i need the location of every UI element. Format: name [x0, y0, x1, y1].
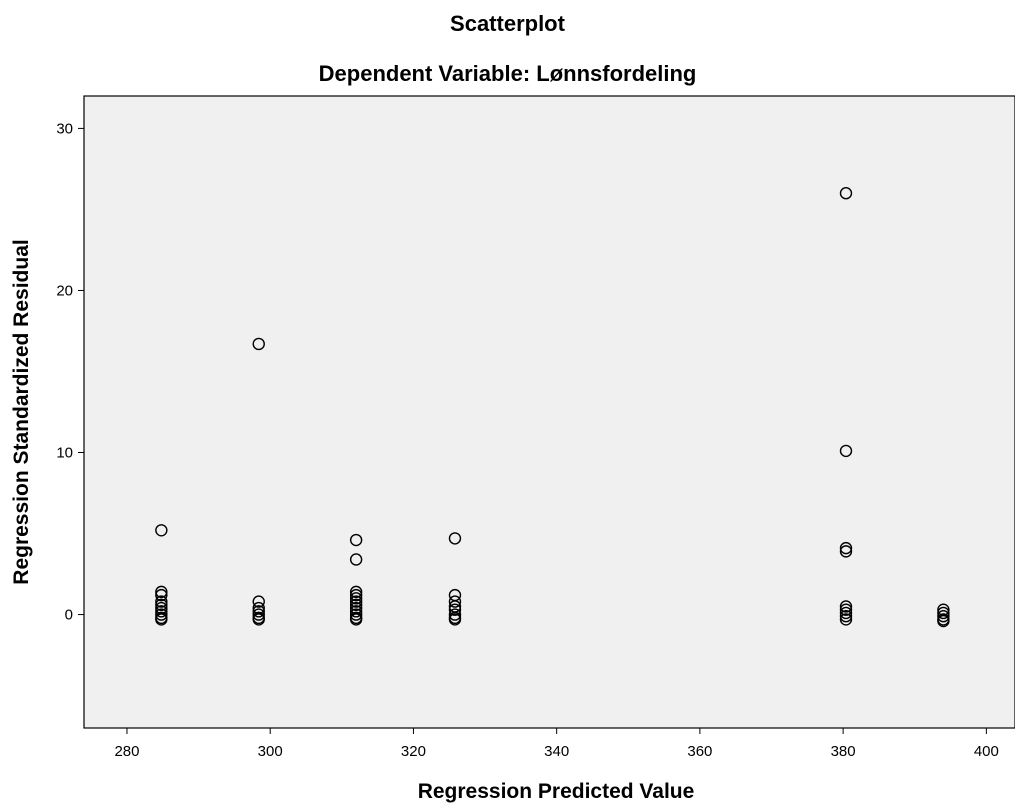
data-point	[155, 598, 168, 612]
data-point	[252, 613, 265, 626]
y-tick-label: 20	[56, 282, 73, 299]
chart-subtitle: Dependent Variable: Lønnsfordeling	[318, 61, 697, 86]
data-point	[155, 595, 168, 608]
data-point	[155, 605, 168, 618]
data-point	[839, 541, 853, 555]
data-point	[349, 595, 363, 608]
data-point	[937, 614, 950, 628]
data-point	[252, 605, 265, 618]
data-point	[448, 532, 462, 545]
data-point	[839, 600, 853, 613]
x-tick-label: 360	[687, 743, 712, 760]
data-point	[349, 585, 363, 599]
plot-area	[83, 95, 1015, 729]
data-point	[839, 603, 853, 616]
data-point	[155, 613, 168, 626]
x-tick-label: 340	[544, 743, 569, 760]
y-tick-label: 10	[56, 445, 73, 462]
data-point	[252, 337, 265, 351]
data-points	[155, 187, 950, 628]
data-point	[448, 613, 462, 626]
data-point	[349, 613, 363, 626]
x-tick-label: 320	[401, 743, 426, 760]
data-point	[252, 595, 265, 608]
x-tick-label: 400	[974, 743, 999, 760]
data-point	[839, 609, 853, 623]
x-tick-label: 300	[258, 743, 283, 760]
data-point	[448, 603, 462, 616]
data-point	[839, 187, 853, 200]
x-tick-label: 280	[114, 743, 139, 760]
data-point	[155, 588, 168, 602]
data-point	[155, 524, 168, 537]
y-axis-title: Regression Standardized Residual	[10, 239, 33, 584]
data-point	[448, 608, 462, 621]
y-axis: 0 10 20 30	[56, 120, 84, 624]
x-axis: 280 300 320 340 360 380 400	[114, 728, 999, 760]
x-axis-title: Regression Predicted Value	[418, 780, 695, 803]
data-point	[937, 609, 950, 623]
data-point	[155, 585, 168, 599]
data-point	[349, 605, 363, 618]
data-point	[349, 608, 363, 621]
data-point	[839, 613, 853, 626]
data-point	[839, 606, 853, 620]
data-point	[448, 595, 462, 608]
data-point	[839, 444, 853, 458]
data-point	[349, 533, 363, 547]
data-point	[155, 608, 168, 621]
y-tick-label: 0	[65, 607, 73, 624]
data-point	[839, 545, 853, 558]
data-point	[937, 606, 950, 620]
y-tick-label: 30	[56, 120, 73, 137]
data-point	[252, 608, 265, 621]
data-point	[349, 598, 363, 612]
chart-title: Scatterplot	[450, 11, 565, 36]
x-tick-label: 380	[831, 743, 856, 760]
data-point	[349, 588, 363, 602]
data-point	[349, 592, 363, 605]
data-point	[349, 553, 363, 566]
